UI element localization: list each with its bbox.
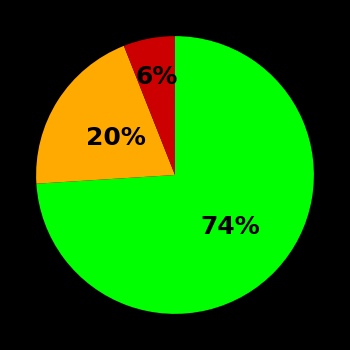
Text: 6%: 6% [135,65,177,89]
Text: 74%: 74% [201,215,260,239]
Wedge shape [36,46,175,184]
Wedge shape [36,36,314,314]
Text: 20%: 20% [86,126,146,150]
Wedge shape [124,36,175,175]
